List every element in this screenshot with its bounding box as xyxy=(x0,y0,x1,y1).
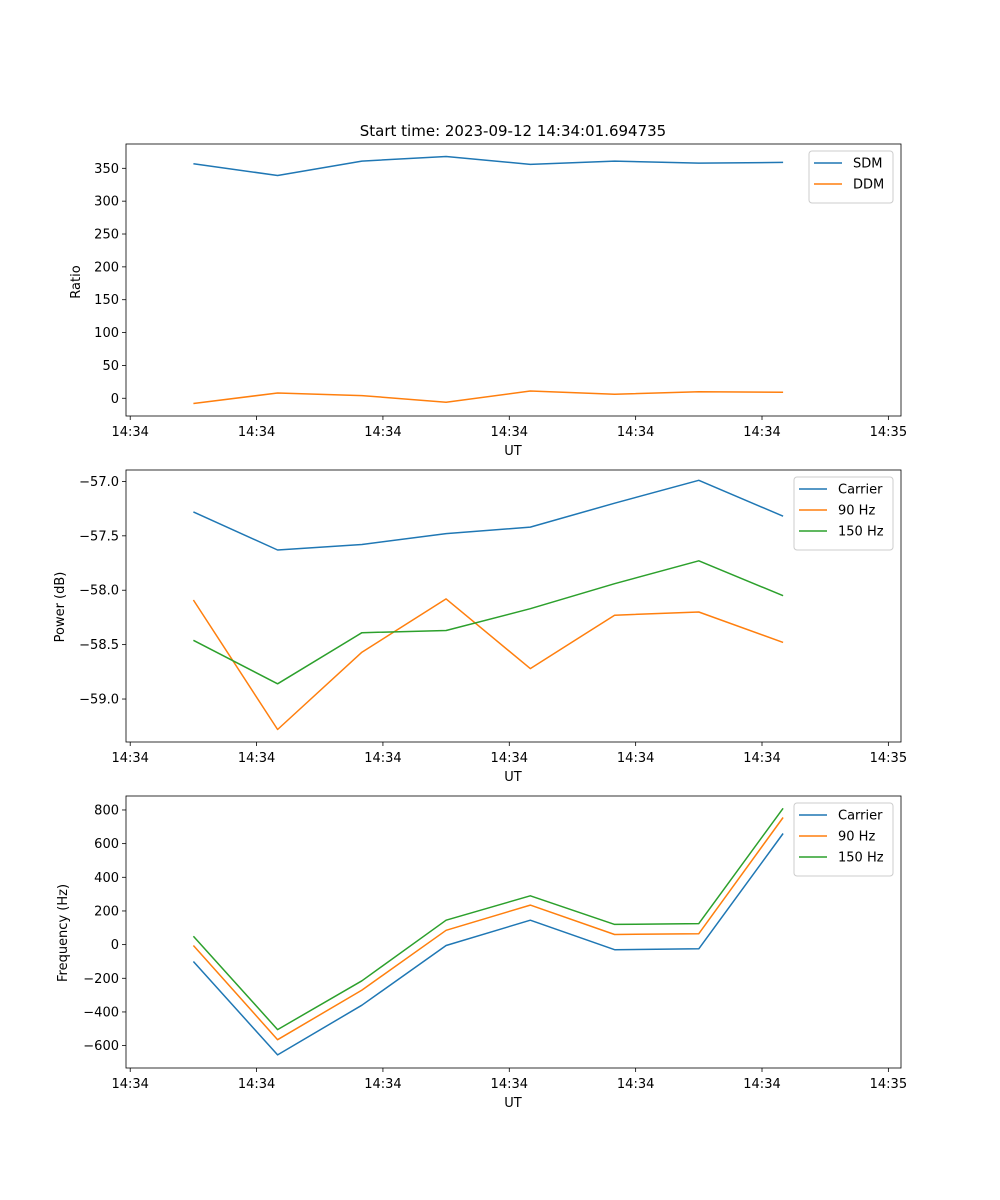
x-tick-label: 14:34 xyxy=(238,751,275,766)
series-line-150-hz xyxy=(193,560,784,685)
x-tick-label: 14:34 xyxy=(364,425,401,440)
axes-frame xyxy=(125,143,902,417)
legend-label: 150 Hz xyxy=(838,525,884,540)
legend-label: 90 Hz xyxy=(838,830,875,845)
y-tick-label: 300 xyxy=(94,195,119,210)
x-tick-label: 14:34 xyxy=(111,751,148,766)
chart-title: Start time: 2023-09-12 14:34:01.694735 xyxy=(360,122,666,140)
x-tick-label: 14:34 xyxy=(111,1077,148,1092)
x-tick-label: 14:34 xyxy=(743,751,780,766)
x-tick-label: 14:35 xyxy=(870,751,907,766)
series-line-ddm xyxy=(193,390,784,405)
legend-label: Carrier xyxy=(838,483,883,498)
x-tick-label: 14:34 xyxy=(743,425,780,440)
y-tick-label: −57.5 xyxy=(79,529,119,544)
frequency-panel: UT Frequency (Hz) Carrier 90 Hz 150 Hz 14:… xyxy=(56,795,907,1111)
axes-frame xyxy=(125,795,902,1069)
x-tick-label: 14:34 xyxy=(617,425,654,440)
legend: Carrier 90 Hz 150 Hz xyxy=(793,802,894,877)
y-tick-label: 0 xyxy=(111,392,119,407)
y-tick-label: 150 xyxy=(94,293,119,308)
x-axis-label: UT xyxy=(504,1096,522,1111)
y-tick-label: 100 xyxy=(94,326,119,341)
x-tick-label: 14:34 xyxy=(743,1077,780,1092)
x-axis-label: UT xyxy=(504,770,522,785)
y-tick-label: −200 xyxy=(83,972,119,987)
y-tick-label: 600 xyxy=(94,837,119,852)
legend: SDM DDM xyxy=(808,150,894,204)
legend-box xyxy=(808,150,894,204)
series-line-carrier xyxy=(192,833,784,1056)
y-tick-label: −57.0 xyxy=(79,475,119,490)
x-axis-label: UT xyxy=(504,444,522,459)
power-panel: UT Power (dB) Carrier 90 Hz 150 Hz 14:34 14… xyxy=(53,469,907,785)
y-tick-label: −58.5 xyxy=(79,638,119,653)
x-tick-label: 14:34 xyxy=(364,1077,401,1092)
legend-label: DDM xyxy=(853,178,884,193)
series-line-90-hz xyxy=(192,817,784,1041)
y-tick-label: −58.0 xyxy=(79,584,119,599)
legend-label: 90 Hz xyxy=(838,504,875,519)
y-axis-label: Power (dB) xyxy=(53,572,68,643)
axes-frame xyxy=(125,469,902,743)
y-tick-label: 800 xyxy=(94,803,119,818)
y-tick-label: −59.0 xyxy=(79,693,119,708)
x-tick-label: 14:35 xyxy=(870,1077,907,1092)
y-tick-label: 400 xyxy=(94,871,119,886)
x-tick-label: 14:34 xyxy=(364,751,401,766)
y-tick-label: −400 xyxy=(83,1005,119,1020)
series-line-sdm xyxy=(193,155,784,177)
legend: Carrier 90 Hz 150 Hz xyxy=(793,476,894,551)
y-tick-label: 350 xyxy=(94,162,119,177)
y-tick-label: 200 xyxy=(94,904,119,919)
series-line-90-hz xyxy=(192,598,784,731)
y-tick-label: −600 xyxy=(83,1039,119,1054)
y-axis-label: Frequency (Hz) xyxy=(56,884,71,982)
y-tick-label: 200 xyxy=(94,260,119,275)
y-tick-label: 0 xyxy=(111,938,119,953)
x-tick-label: 14:34 xyxy=(238,425,275,440)
legend-label: Carrier xyxy=(838,809,883,824)
y-tick-label: 50 xyxy=(102,359,119,374)
x-tick-label: 14:34 xyxy=(111,425,148,440)
series-line-carrier xyxy=(193,479,784,551)
x-tick-label: 14:34 xyxy=(491,751,528,766)
x-tick-label: 14:34 xyxy=(238,1077,275,1092)
x-tick-label: 14:35 xyxy=(870,425,907,440)
legend-label: SDM xyxy=(853,157,882,172)
legend-label: 150 Hz xyxy=(838,851,884,866)
x-tick-label: 14:34 xyxy=(617,1077,654,1092)
x-tick-label: 14:34 xyxy=(617,751,654,766)
y-axis-label: Ratio xyxy=(69,265,84,298)
series-line-150-hz xyxy=(192,807,784,1031)
y-tick-label: 250 xyxy=(94,228,119,243)
x-tick-label: 14:34 xyxy=(491,1077,528,1092)
x-tick-label: 14:34 xyxy=(491,425,528,440)
ratio-panel: Start time: 2023-09-12 14:34:01.694735 U… xyxy=(69,122,907,459)
